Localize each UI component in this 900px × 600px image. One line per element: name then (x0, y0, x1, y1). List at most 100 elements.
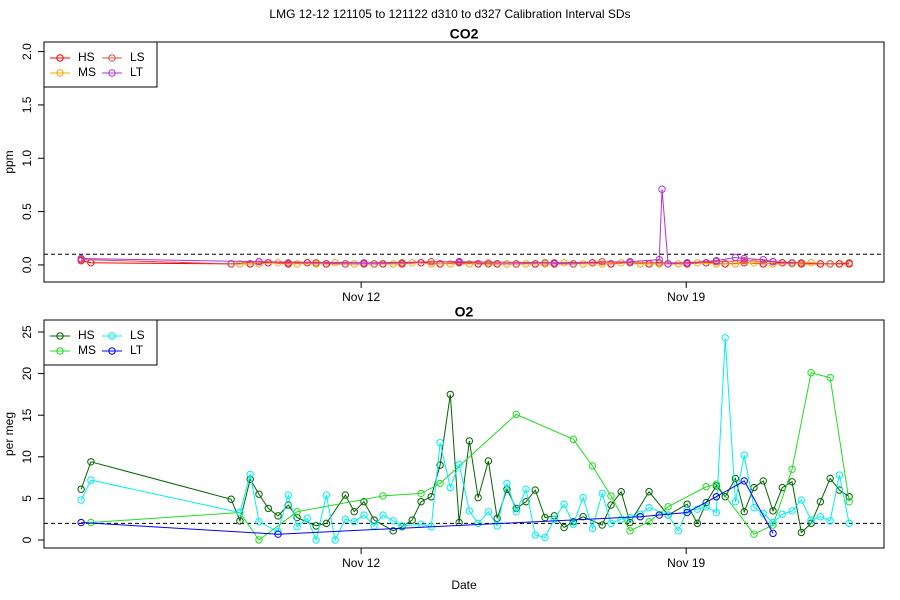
data-point (255, 258, 263, 266)
data-point (255, 490, 263, 498)
data-point (77, 485, 85, 493)
data-point (503, 485, 511, 493)
data-point (436, 479, 444, 488)
data-point (274, 530, 282, 538)
data-point (293, 508, 301, 516)
data-point (512, 410, 520, 419)
data-point (702, 483, 710, 491)
data-point (740, 256, 748, 265)
data-point (740, 254, 748, 263)
data-point (264, 504, 272, 513)
data-point (797, 496, 806, 504)
data-point (360, 259, 368, 267)
legend-marker (56, 54, 64, 62)
series-line (80, 337, 850, 542)
data-point (284, 491, 292, 499)
data-point (826, 517, 834, 525)
data-point (769, 507, 777, 515)
y-tick-label: 20 (20, 367, 34, 381)
data-point (845, 259, 853, 267)
data-point (522, 485, 530, 493)
data-point (807, 369, 815, 377)
legend-label: LT (130, 343, 144, 357)
data-point (721, 493, 729, 501)
data-point (702, 503, 710, 511)
data-point (598, 521, 606, 529)
data-point (417, 498, 425, 506)
data-point (493, 522, 501, 530)
y-tick-label: 10 (20, 450, 34, 464)
data-point (541, 533, 549, 542)
data-point (550, 515, 559, 523)
data-point (759, 255, 767, 264)
data-point (579, 493, 587, 502)
y-tick-label: 0.0 (20, 256, 34, 273)
data-point (417, 489, 425, 498)
data-point (712, 256, 721, 265)
data-point (664, 260, 672, 268)
data-point (569, 435, 578, 444)
data-point (721, 334, 729, 342)
data-point (617, 515, 625, 523)
data-point (370, 260, 378, 268)
data-point (446, 390, 455, 399)
data-point (77, 518, 85, 527)
data-point (683, 506, 691, 514)
y-tick-label: 25 (20, 325, 34, 339)
data-point (712, 480, 721, 488)
data-point (303, 514, 311, 523)
data-point (512, 260, 520, 268)
y-axis-label: ppm (2, 150, 16, 173)
plot-frame (43, 41, 885, 283)
data-point (683, 508, 691, 517)
data-point (797, 528, 806, 537)
data-point (826, 374, 834, 382)
data-point (636, 510, 644, 518)
data-point (341, 515, 350, 523)
data-point (255, 518, 263, 526)
data-point (569, 520, 578, 528)
data-point (826, 474, 834, 483)
data-point (370, 516, 378, 524)
data-point (512, 508, 520, 516)
data-point (236, 508, 244, 517)
y-tick-label: 1.5 (20, 96, 34, 113)
data-point (531, 531, 539, 539)
data-point (693, 519, 702, 528)
legend-label: HS (78, 50, 95, 64)
data-point (636, 513, 644, 521)
legend-marker (108, 54, 116, 62)
data-point (236, 517, 244, 525)
data-point (607, 519, 615, 528)
data-point (750, 259, 758, 267)
data-point (569, 260, 578, 268)
data-point (750, 503, 758, 512)
y-tick-label: 0 (20, 536, 34, 543)
legend-marker (108, 69, 116, 77)
legend-label: LS (130, 328, 145, 342)
data-point (493, 514, 501, 523)
panel-title: O2 (455, 304, 474, 320)
data-point (788, 507, 796, 515)
data-point (788, 465, 796, 473)
data-point (87, 458, 95, 466)
y-tick-label: 1.0 (20, 150, 34, 167)
data-point (598, 489, 606, 498)
data-point (807, 516, 815, 524)
data-point (350, 518, 358, 526)
y-tick-label: 0.5 (20, 203, 34, 220)
data-point (255, 260, 263, 268)
data-point (274, 527, 282, 536)
data-point (750, 483, 758, 492)
data-point (626, 527, 634, 535)
data-point (769, 521, 777, 529)
data-point (645, 518, 653, 526)
data-point (769, 258, 777, 266)
data-point (598, 260, 606, 268)
data-point (341, 491, 350, 499)
data-point (788, 478, 796, 486)
data-point (674, 527, 682, 535)
data-point (845, 519, 853, 528)
